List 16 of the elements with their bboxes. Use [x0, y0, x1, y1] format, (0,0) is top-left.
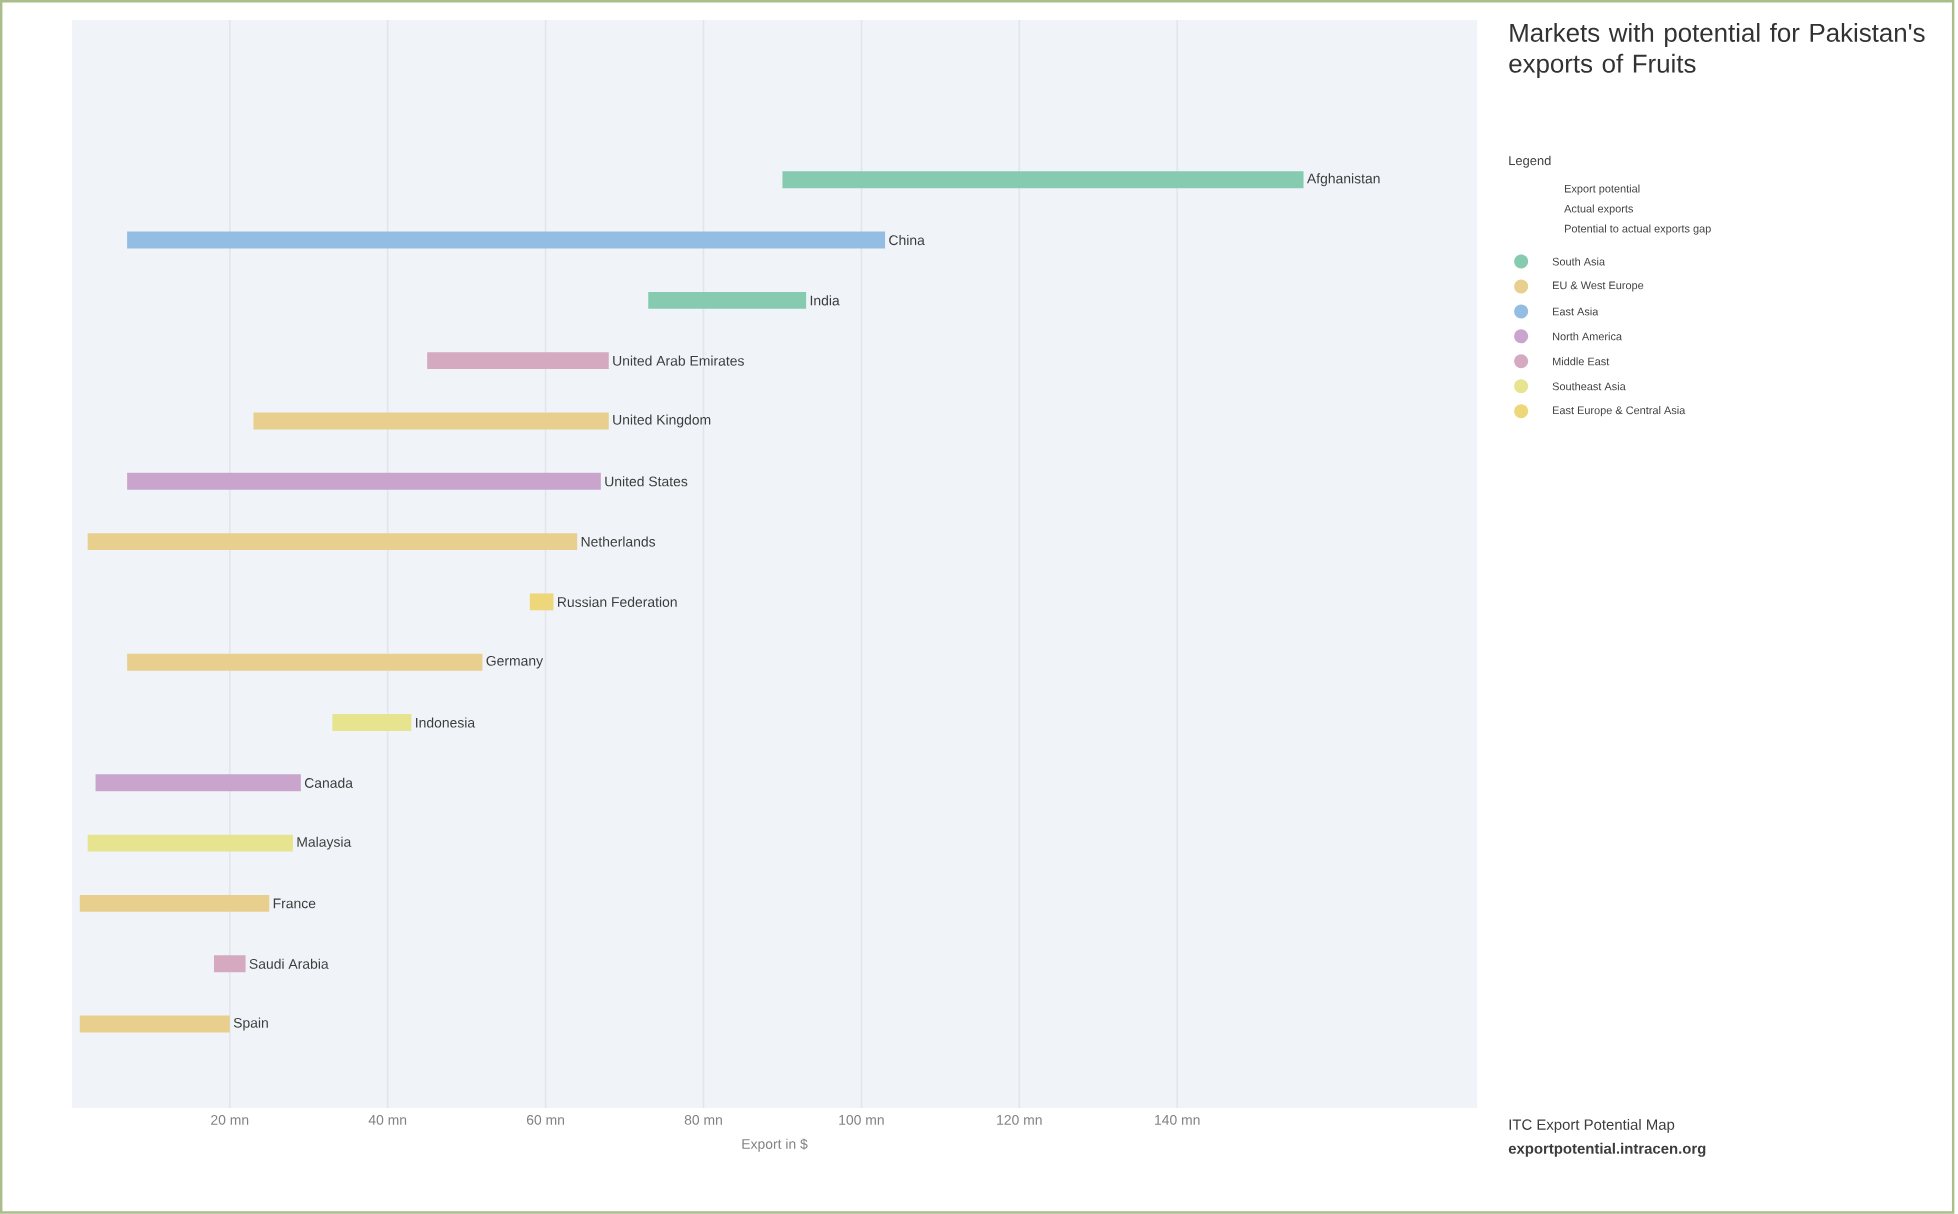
bar [127, 231, 886, 249]
bar [427, 352, 609, 370]
bar [95, 774, 301, 792]
bar [87, 834, 293, 852]
bar [213, 955, 246, 973]
bar [79, 895, 270, 912]
bar [332, 714, 412, 732]
bar [529, 593, 554, 611]
bar [87, 533, 578, 551]
bar [648, 292, 807, 309]
text: Markets with potential for Pakistan's exports of Fruits [1509, 23, 1925, 79]
bar [253, 412, 609, 430]
bar [127, 653, 483, 671]
bar [127, 472, 601, 490]
bar [79, 1015, 230, 1033]
bar [782, 171, 1304, 189]
